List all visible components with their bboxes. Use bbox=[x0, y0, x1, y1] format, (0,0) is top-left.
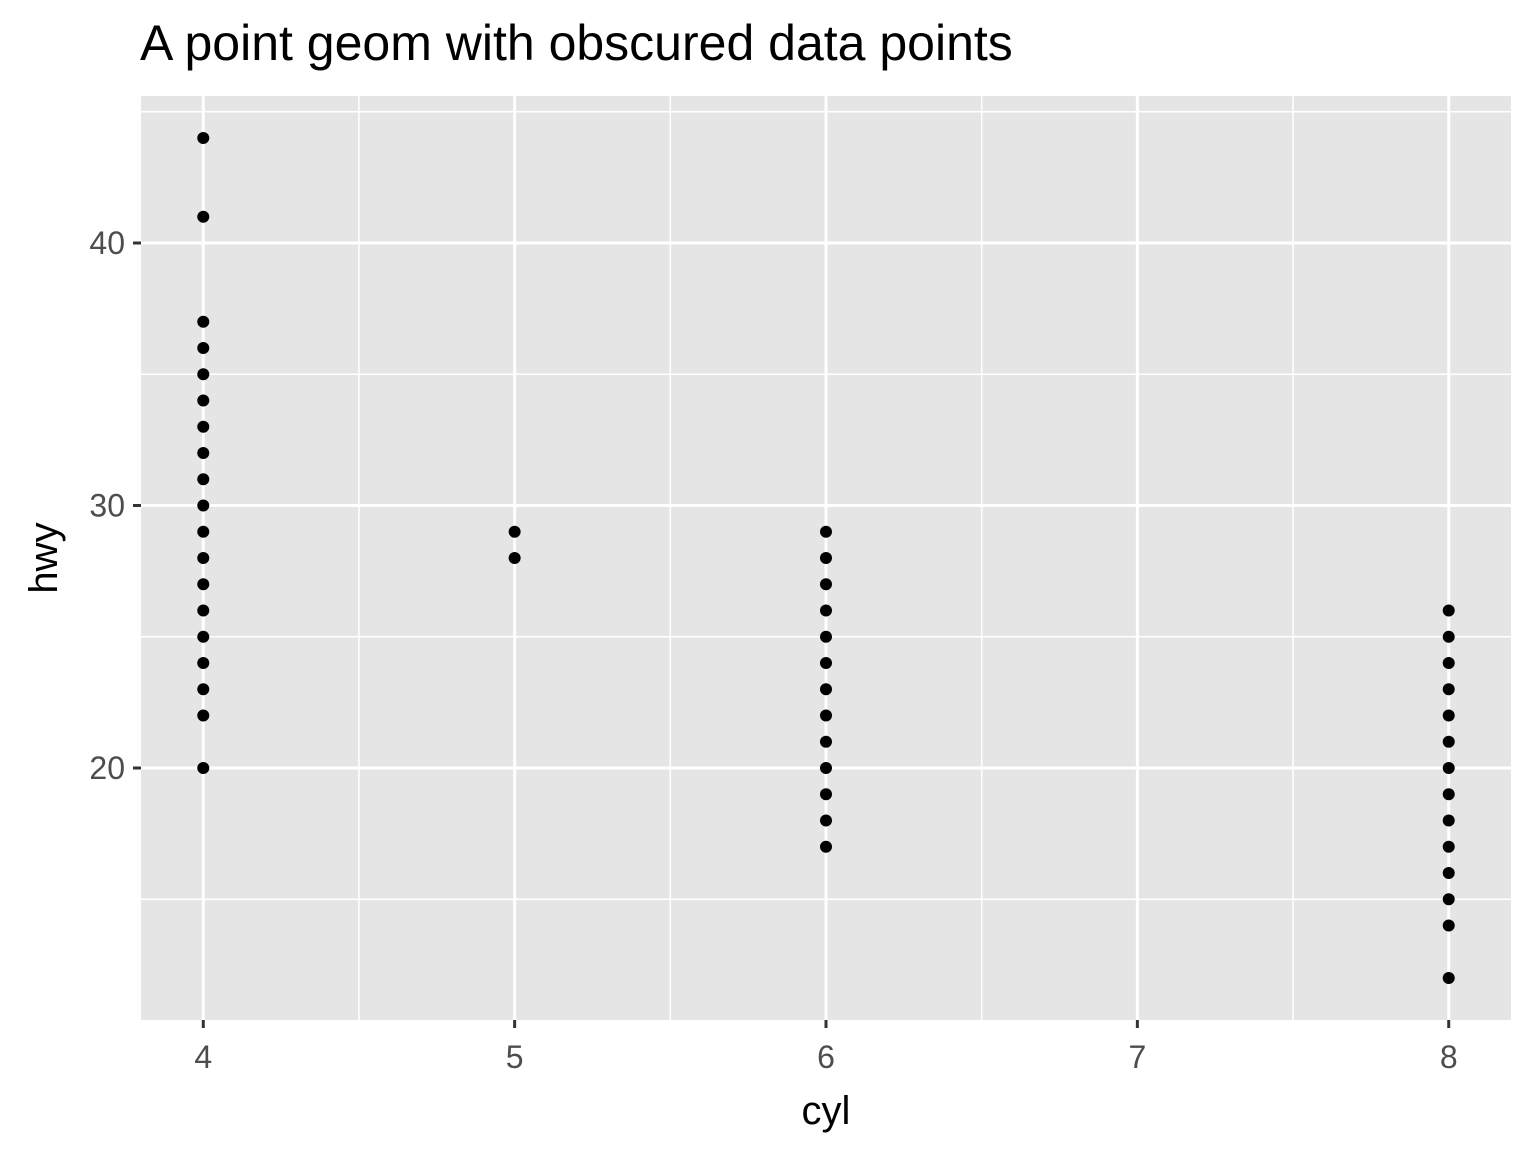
data-point bbox=[1442, 840, 1455, 853]
data-points bbox=[197, 132, 1455, 984]
data-point bbox=[197, 630, 210, 643]
data-point bbox=[820, 788, 832, 801]
data-point bbox=[820, 762, 832, 774]
data-point bbox=[1442, 630, 1455, 643]
data-point bbox=[197, 657, 210, 669]
data-point bbox=[1442, 788, 1455, 801]
data-point bbox=[1442, 709, 1455, 722]
data-point bbox=[197, 420, 210, 433]
data-point bbox=[197, 342, 210, 354]
data-point bbox=[197, 368, 210, 381]
x-axis-title: cyl bbox=[802, 1089, 851, 1133]
data-point bbox=[820, 630, 832, 643]
data-point bbox=[1442, 893, 1455, 906]
y-axis-ticks: 20 30 40 bbox=[89, 225, 141, 786]
data-point bbox=[1442, 604, 1455, 617]
data-point bbox=[820, 578, 832, 591]
chart-title: A point geom with obscured data points bbox=[140, 15, 1013, 71]
data-point bbox=[1442, 762, 1455, 774]
data-point bbox=[820, 814, 832, 827]
data-point bbox=[197, 315, 210, 328]
data-point bbox=[197, 578, 210, 591]
data-point bbox=[1442, 657, 1455, 669]
x-tick-label: 6 bbox=[817, 1039, 835, 1075]
x-tick-label: 8 bbox=[1440, 1039, 1458, 1075]
y-tick-label: 20 bbox=[89, 750, 125, 786]
data-point bbox=[820, 735, 832, 748]
data-point bbox=[197, 132, 210, 144]
data-point bbox=[197, 683, 210, 696]
y-tick-label: 40 bbox=[89, 225, 125, 261]
data-point bbox=[820, 657, 832, 669]
data-point bbox=[508, 552, 521, 564]
data-point bbox=[197, 762, 210, 774]
data-point bbox=[197, 604, 210, 617]
data-point bbox=[197, 473, 210, 486]
x-axis-ticks: 4 5 6 7 8 bbox=[194, 1020, 1458, 1075]
x-tick-label: 7 bbox=[1128, 1039, 1146, 1075]
data-point bbox=[1442, 814, 1455, 827]
data-point bbox=[197, 552, 210, 564]
x-tick-label: 5 bbox=[506, 1039, 524, 1075]
y-tick-label: 30 bbox=[89, 488, 125, 524]
data-point bbox=[820, 525, 832, 538]
data-point bbox=[197, 394, 210, 407]
data-point bbox=[197, 525, 210, 538]
data-point bbox=[820, 552, 832, 564]
x-tick-label: 4 bbox=[194, 1039, 212, 1075]
data-point bbox=[820, 604, 832, 617]
data-point bbox=[197, 210, 210, 223]
data-point bbox=[1442, 735, 1455, 748]
data-point bbox=[197, 499, 210, 512]
y-axis-title: hwy bbox=[22, 522, 66, 593]
data-point bbox=[197, 709, 210, 722]
data-point bbox=[820, 709, 832, 722]
data-point bbox=[508, 525, 521, 538]
data-point bbox=[197, 447, 210, 459]
data-point bbox=[820, 840, 832, 853]
data-point bbox=[1442, 919, 1455, 932]
data-point bbox=[1442, 972, 1455, 984]
data-point bbox=[820, 683, 832, 696]
data-point bbox=[1442, 683, 1455, 696]
data-point bbox=[1442, 867, 1455, 879]
